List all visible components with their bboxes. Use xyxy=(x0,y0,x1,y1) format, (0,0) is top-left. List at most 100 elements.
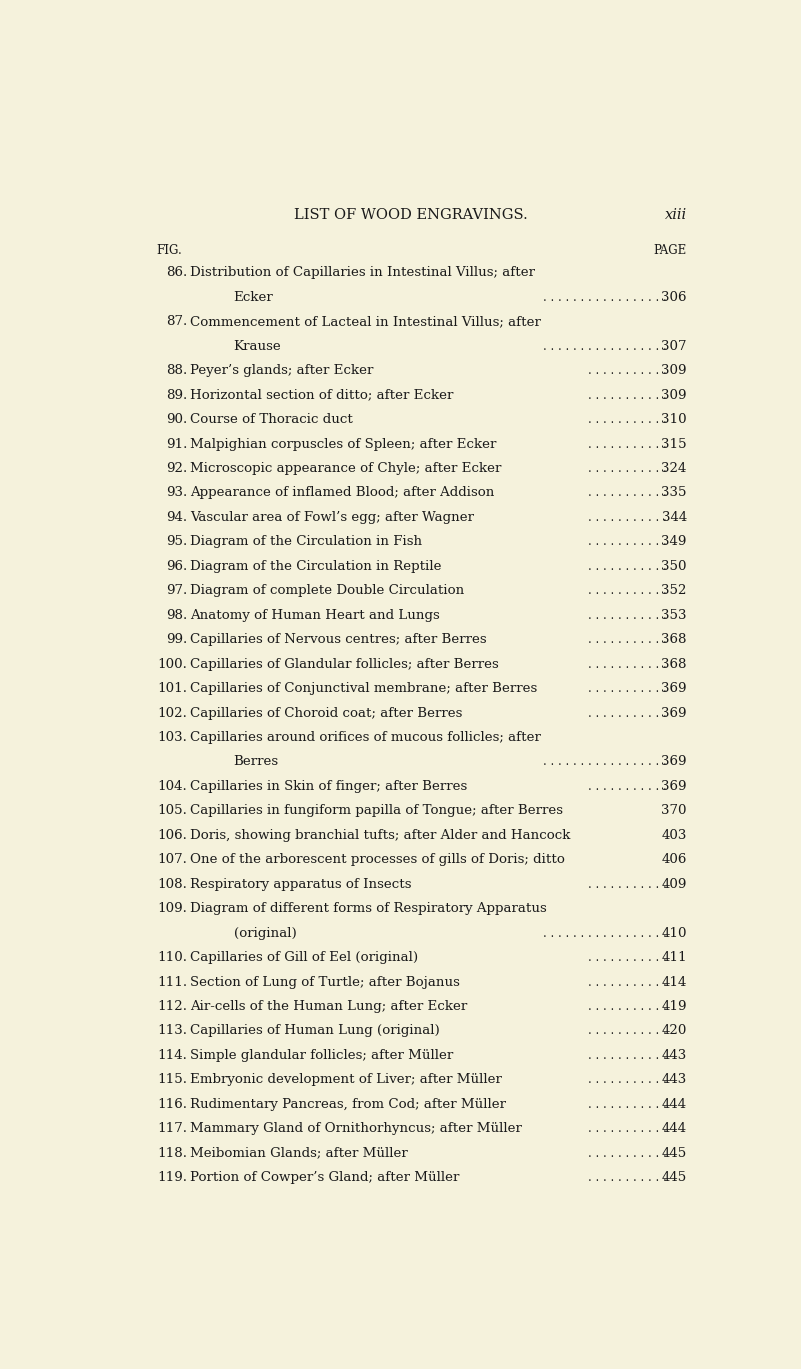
Text: 444: 444 xyxy=(662,1123,686,1135)
Text: Diagram of different forms of Respiratory Apparatus: Diagram of different forms of Respirator… xyxy=(190,902,547,916)
Text: 411: 411 xyxy=(661,951,686,964)
Text: . . . . . . . . . . .: . . . . . . . . . . . xyxy=(587,461,666,475)
Text: 350: 350 xyxy=(662,560,686,572)
Text: 335: 335 xyxy=(662,486,686,500)
Text: 443: 443 xyxy=(662,1073,686,1087)
Text: Vascular area of Fowl’s egg; after Wagner: Vascular area of Fowl’s egg; after Wagne… xyxy=(190,511,474,524)
Text: . . . . . . . . . . .: . . . . . . . . . . . xyxy=(587,1123,666,1135)
Text: 445: 445 xyxy=(662,1172,686,1184)
Text: Portion of Cowper’s Gland; after Müller: Portion of Cowper’s Gland; after Müller xyxy=(190,1172,460,1184)
Text: 369: 369 xyxy=(662,706,686,720)
Text: 94.: 94. xyxy=(166,511,187,524)
Text: 99.: 99. xyxy=(166,634,187,646)
Text: Microscopic appearance of Chyle; after Ecker: Microscopic appearance of Chyle; after E… xyxy=(190,461,501,475)
Text: 107.: 107. xyxy=(157,853,187,867)
Text: . . . . . . . . . . .: . . . . . . . . . . . xyxy=(587,511,666,524)
Text: xiii: xiii xyxy=(665,208,686,222)
Text: 349: 349 xyxy=(662,535,686,549)
Text: 106.: 106. xyxy=(157,828,187,842)
Text: Capillaries around orifices of mucous follicles; after: Capillaries around orifices of mucous fo… xyxy=(190,731,541,743)
Text: . . . . . . . . . . .: . . . . . . . . . . . xyxy=(587,1098,666,1110)
Text: 310: 310 xyxy=(661,413,686,426)
Text: 443: 443 xyxy=(662,1049,686,1062)
Text: Capillaries of Gill of Eel (original): Capillaries of Gill of Eel (original) xyxy=(190,951,418,964)
Text: 368: 368 xyxy=(662,657,686,671)
Text: 100.: 100. xyxy=(157,657,187,671)
Text: . . . . . . . . . . .: . . . . . . . . . . . xyxy=(587,389,666,401)
Text: Capillaries in Skin of finger; after Berres: Capillaries in Skin of finger; after Ber… xyxy=(190,780,468,793)
Text: 369: 369 xyxy=(662,682,686,695)
Text: . . . . . . . . . . .: . . . . . . . . . . . xyxy=(587,1147,666,1160)
Text: 369: 369 xyxy=(662,780,686,793)
Text: Air-cells of the Human Lung; after Ecker: Air-cells of the Human Lung; after Ecker xyxy=(190,999,468,1013)
Text: 117.: 117. xyxy=(157,1123,187,1135)
Text: Capillaries of Human Lung (original): Capillaries of Human Lung (original) xyxy=(190,1024,440,1038)
Text: One of the arborescent processes of gills of Doris; ditto: One of the arborescent processes of gill… xyxy=(190,853,565,867)
Text: Capillaries of Nervous centres; after Berres: Capillaries of Nervous centres; after Be… xyxy=(190,634,487,646)
Text: 344: 344 xyxy=(662,511,686,524)
Text: Capillaries of Choroid coat; after Berres: Capillaries of Choroid coat; after Berre… xyxy=(190,706,462,720)
Text: 403: 403 xyxy=(662,828,686,842)
Text: 96.: 96. xyxy=(166,560,187,572)
Text: 112.: 112. xyxy=(157,999,187,1013)
Text: 97.: 97. xyxy=(166,585,187,597)
Text: Capillaries of Conjunctival membrane; after Berres: Capillaries of Conjunctival membrane; af… xyxy=(190,682,537,695)
Text: Horizontal section of ditto; after Ecker: Horizontal section of ditto; after Ecker xyxy=(190,389,453,401)
Text: 105.: 105. xyxy=(157,805,187,817)
Text: Diagram of the Circulation in Fish: Diagram of the Circulation in Fish xyxy=(190,535,422,549)
Text: 369: 369 xyxy=(662,756,686,768)
Text: 109.: 109. xyxy=(157,902,187,916)
Text: . . . . . . . . . . .: . . . . . . . . . . . xyxy=(587,878,666,891)
Text: . . . . . . . . . . .: . . . . . . . . . . . xyxy=(587,999,666,1013)
Text: . . . . . . . . . . .: . . . . . . . . . . . xyxy=(587,951,666,964)
Text: PAGE: PAGE xyxy=(654,244,686,257)
Text: 111.: 111. xyxy=(157,976,187,988)
Text: . . . . . . . . . . .: . . . . . . . . . . . xyxy=(587,706,666,720)
Text: . . . . . . . . . . .: . . . . . . . . . . . xyxy=(587,364,666,378)
Text: . . . . . . . . . . .: . . . . . . . . . . . xyxy=(587,1024,666,1038)
Text: 110.: 110. xyxy=(157,951,187,964)
Text: 309: 309 xyxy=(662,389,686,401)
Text: 119.: 119. xyxy=(157,1172,187,1184)
Text: . . . . . . . . . . .: . . . . . . . . . . . xyxy=(587,413,666,426)
Text: Capillaries in fungiform papilla of Tongue; after Berres: Capillaries in fungiform papilla of Tong… xyxy=(190,805,563,817)
Text: Capillaries of Glandular follicles; after Berres: Capillaries of Glandular follicles; afte… xyxy=(190,657,499,671)
Text: 87.: 87. xyxy=(166,315,187,329)
Text: . . . . . . . . . . .: . . . . . . . . . . . xyxy=(587,585,666,597)
Text: 420: 420 xyxy=(662,1024,686,1038)
Text: . . . . . . . . . . .: . . . . . . . . . . . xyxy=(587,560,666,572)
Text: 419: 419 xyxy=(662,999,686,1013)
Text: . . . . . . . . . . .: . . . . . . . . . . . xyxy=(587,609,666,622)
Text: Diagram of complete Double Circulation: Diagram of complete Double Circulation xyxy=(190,585,465,597)
Text: . . . . . . . . . . .: . . . . . . . . . . . xyxy=(587,780,666,793)
Text: 307: 307 xyxy=(662,340,686,353)
Text: Appearance of inflamed Blood; after Addison: Appearance of inflamed Blood; after Addi… xyxy=(190,486,494,500)
Text: Distribution of Capillaries in Intestinal Villus; after: Distribution of Capillaries in Intestina… xyxy=(190,267,535,279)
Text: 90.: 90. xyxy=(166,413,187,426)
Text: 353: 353 xyxy=(662,609,686,622)
Text: Anatomy of Human Heart and Lungs: Anatomy of Human Heart and Lungs xyxy=(190,609,440,622)
Text: Meibomian Glands; after Müller: Meibomian Glands; after Müller xyxy=(190,1147,408,1160)
Text: 116.: 116. xyxy=(157,1098,187,1110)
Text: Rudimentary Pancreas, from Cod; after Müller: Rudimentary Pancreas, from Cod; after Mü… xyxy=(190,1098,506,1110)
Text: 370: 370 xyxy=(662,805,686,817)
Text: 89.: 89. xyxy=(166,389,187,401)
Text: . . . . . . . . . . .: . . . . . . . . . . . xyxy=(587,535,666,549)
Text: Respiratory apparatus of Insects: Respiratory apparatus of Insects xyxy=(190,878,412,891)
Text: Krause: Krause xyxy=(234,340,281,353)
Text: Diagram of the Circulation in Reptile: Diagram of the Circulation in Reptile xyxy=(190,560,441,572)
Text: 113.: 113. xyxy=(157,1024,187,1038)
Text: Berres: Berres xyxy=(234,756,279,768)
Text: Malpighian corpuscles of Spleen; after Ecker: Malpighian corpuscles of Spleen; after E… xyxy=(190,438,497,450)
Text: 115.: 115. xyxy=(157,1073,187,1087)
Text: Doris, showing branchial tufts; after Alder and Hancock: Doris, showing branchial tufts; after Al… xyxy=(190,828,570,842)
Text: 88.: 88. xyxy=(166,364,187,378)
Text: Peyer’s glands; after Ecker: Peyer’s glands; after Ecker xyxy=(190,364,373,378)
Text: Ecker: Ecker xyxy=(234,290,273,304)
Text: LIST OF WOOD ENGRAVINGS.: LIST OF WOOD ENGRAVINGS. xyxy=(294,208,527,222)
Text: . . . . . . . . . . . . . . . . .: . . . . . . . . . . . . . . . . . xyxy=(542,927,666,939)
Text: . . . . . . . . . . .: . . . . . . . . . . . xyxy=(587,1049,666,1062)
Text: 368: 368 xyxy=(662,634,686,646)
Text: Section of Lung of Turtle; after Bojanus: Section of Lung of Turtle; after Bojanus xyxy=(190,976,460,988)
Text: . . . . . . . . . . .: . . . . . . . . . . . xyxy=(587,438,666,450)
